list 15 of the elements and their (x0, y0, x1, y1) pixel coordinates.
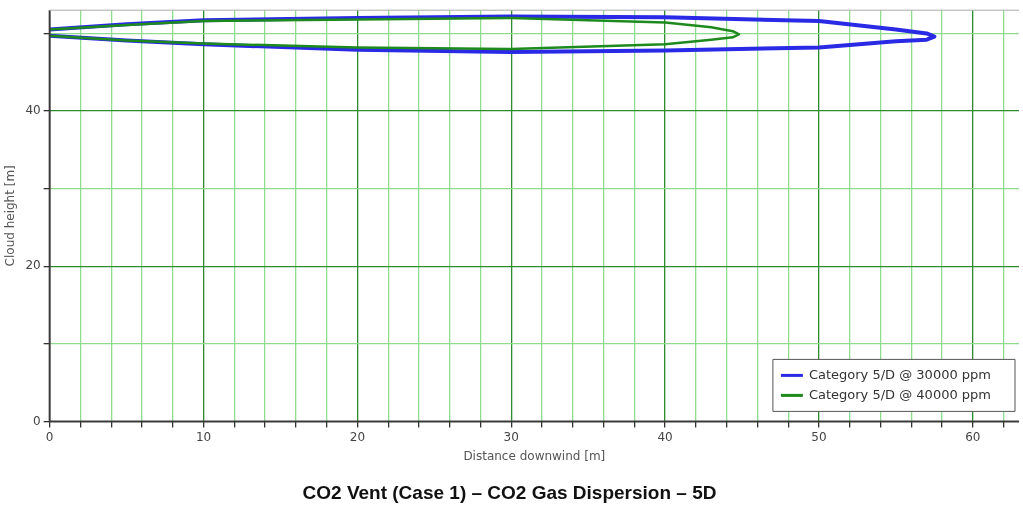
x-tick-label: 60 (965, 429, 981, 444)
legend-label: Category 5/D @ 40000 ppm (808, 386, 992, 402)
x-tick-label: 10 (195, 429, 212, 444)
x-axis-title: Distance downwind [m] (463, 449, 606, 464)
x-tick-label: 30 (503, 429, 519, 444)
x-tick-label: 20 (349, 429, 366, 444)
text: CO2 Vent (Case 1) – CO2 Gas Dispersion – 5D (302, 481, 717, 503)
x-tick-label: 0 (45, 429, 54, 444)
x-tick-label: 50 (811, 429, 827, 444)
y-tick-label: 20 (25, 258, 41, 273)
x-tick-label: 40 (657, 429, 673, 444)
y-axis-title: Cloud height [m] (3, 165, 18, 267)
y-tick-label: 0 (33, 413, 41, 428)
y-tick-label: 40 (25, 103, 41, 118)
legend-label: Category 5/D @ 30000 ppm (808, 366, 992, 382)
